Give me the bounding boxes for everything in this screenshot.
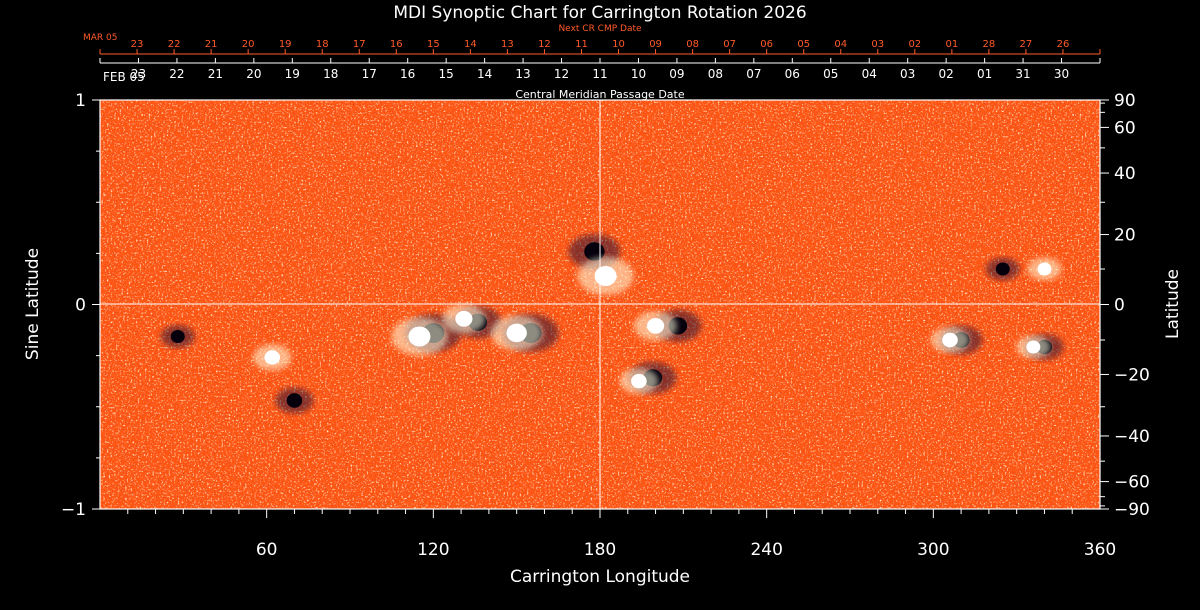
cmp-date: 20	[246, 67, 261, 81]
lat-tick-label: 60	[1114, 118, 1136, 138]
cmp-date: 15	[439, 67, 454, 81]
lat-tick-label: −60	[1114, 473, 1150, 493]
next-cr-date: 26	[1057, 39, 1070, 50]
cmp-date: 02	[939, 67, 954, 81]
cmp-date: 21	[208, 67, 223, 81]
positive-region	[1037, 262, 1052, 276]
cmp-date: 07	[746, 67, 761, 81]
x-tick-label: 240	[750, 540, 782, 560]
y-tick-label: −1	[61, 500, 86, 520]
y-axis-right: 90 60 40 20 0 −20 −40 −60 −90	[1100, 91, 1150, 520]
cmp-date: 03	[900, 67, 915, 81]
x-tick-label: 120	[417, 540, 449, 560]
positive-region	[1026, 340, 1041, 354]
y2-axis-label: Latitude	[1163, 269, 1183, 339]
cmp-date: 11	[592, 67, 607, 81]
next-cr-date: 11	[575, 39, 588, 50]
next-cr-axis: Next CR CMP Date MAR 05 23 22 21 20 19 18 17 16…	[83, 24, 1101, 55]
x-tick-label: 180	[584, 540, 616, 560]
next-cr-date: 20	[242, 39, 255, 50]
cmp-date: 17	[362, 67, 377, 81]
positive-region	[264, 350, 281, 365]
x-axis-label: Carrington Longitude	[510, 567, 690, 587]
next-cr-date: 15	[427, 39, 440, 50]
cmp-date: 18	[323, 67, 338, 81]
positive-region	[455, 310, 473, 327]
cmp-date: 01	[977, 67, 992, 81]
positive-region	[942, 332, 958, 348]
negative-region	[995, 262, 1010, 276]
cmp-date: 05	[823, 67, 838, 81]
cmp-date: 04	[862, 67, 877, 81]
positive-region	[631, 373, 647, 389]
y-axis-left: −1 0 1	[61, 91, 100, 520]
positive-region	[594, 266, 617, 287]
positive-region	[646, 317, 665, 334]
cmp-date: 10	[631, 67, 646, 81]
cmp-date: 13	[515, 67, 530, 81]
next-cr-date: 19	[279, 39, 292, 50]
next-cr-date: 13	[501, 39, 514, 50]
cmp-axis-label: Central Meridian Passage Date	[515, 88, 684, 101]
chart-title: MDI Synoptic Chart for Carrington Rotati…	[393, 3, 806, 23]
lat-tick-label: −20	[1114, 365, 1150, 385]
negative-region	[286, 393, 303, 408]
cmp-axis: FEB 05 23 22 21 20 19 18 17 16 15 14 13 12 11 10 09 08 0…	[99, 58, 1101, 101]
cmp-date: 30	[1054, 67, 1069, 81]
lat-tick-label: 40	[1114, 164, 1136, 184]
x-tick-label: 60	[256, 540, 278, 560]
cmp-date: 14	[477, 67, 492, 81]
cmp-start-label: FEB 05	[103, 70, 145, 84]
lat-tick-label: 0	[1114, 296, 1125, 316]
cmp-date: 19	[285, 67, 300, 81]
next-cr-date: 10	[612, 39, 625, 50]
positive-region	[506, 323, 527, 343]
lat-tick-label: −40	[1114, 427, 1150, 447]
x-axis: 60 120 180 240 300 360	[127, 509, 1116, 560]
cmp-date: 31	[1015, 67, 1030, 81]
next-cr-date: 12	[538, 39, 551, 50]
y-tick-label: 1	[75, 91, 86, 111]
lat-tick-label: 20	[1114, 226, 1136, 246]
next-cr-date: 21	[205, 39, 218, 50]
positive-region	[408, 326, 431, 347]
cmp-date: 22	[169, 67, 184, 81]
next-cr-date: 08	[686, 39, 699, 50]
next-cr-date: 04	[834, 39, 847, 50]
next-cr-axis-label: Next CR CMP Date	[558, 24, 642, 34]
cmp-date: 23	[131, 67, 146, 81]
cmp-date: 08	[708, 67, 723, 81]
x-tick-label: 360	[1084, 540, 1116, 560]
cmp-date: 09	[669, 67, 684, 81]
next-cr-date: 17	[353, 39, 366, 50]
cmp-date: 12	[554, 67, 569, 81]
next-cr-date: 02	[908, 39, 921, 50]
plot-area	[99, 99, 1101, 510]
negative-region	[170, 329, 185, 343]
next-cr-date: 27	[1020, 39, 1033, 50]
next-cr-date: 06	[760, 39, 773, 50]
next-cr-date: 28	[983, 39, 996, 50]
next-cr-date: 09	[649, 39, 662, 50]
next-cr-date: 07	[723, 39, 736, 50]
lat-tick-label: 90	[1114, 91, 1136, 111]
cmp-date: 16	[400, 67, 415, 81]
next-cr-date: 16	[390, 39, 403, 50]
y-axis-label: Sine Latitude	[23, 248, 43, 360]
y-tick-label: 0	[75, 296, 86, 316]
lat-tick-label: −90	[1114, 500, 1150, 520]
cmp-date: 06	[785, 67, 800, 81]
next-cr-date: 23	[131, 39, 144, 50]
next-cr-start-label: MAR 05	[83, 33, 118, 43]
next-cr-date: 22	[168, 39, 181, 50]
x-tick-label: 300	[917, 540, 949, 560]
next-cr-date: 03	[871, 39, 884, 50]
next-cr-date: 14	[464, 39, 477, 50]
next-cr-date: 01	[945, 39, 958, 50]
next-cr-date: 05	[797, 39, 810, 50]
next-cr-date: 18	[316, 39, 329, 50]
